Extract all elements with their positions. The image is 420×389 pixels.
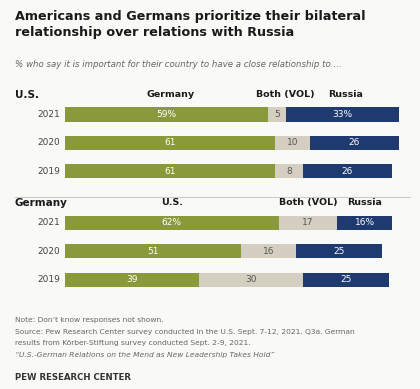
Text: Both (VOL): Both (VOL) [278, 198, 337, 207]
Bar [241, 244, 296, 258]
Text: 2019: 2019 [37, 167, 60, 176]
Text: 39: 39 [126, 275, 138, 284]
Text: Note: Don’t know responses not shown.: Note: Don’t know responses not shown. [15, 317, 163, 323]
Text: Germany: Germany [15, 198, 68, 208]
Text: 61: 61 [164, 138, 176, 147]
Bar [278, 216, 337, 230]
Bar [275, 164, 303, 179]
Text: 26: 26 [349, 138, 360, 147]
Text: 25: 25 [340, 275, 352, 284]
Text: 51: 51 [147, 247, 159, 256]
Bar [337, 216, 392, 230]
Bar [65, 216, 278, 230]
Text: 33%: 33% [332, 110, 352, 119]
Text: U.S.: U.S. [15, 89, 39, 100]
Bar [310, 136, 399, 150]
Text: 16%: 16% [354, 218, 375, 228]
Text: PEW RESEARCH CENTER: PEW RESEARCH CENTER [15, 373, 131, 382]
Text: 30: 30 [245, 275, 257, 284]
Text: 2021: 2021 [37, 110, 60, 119]
Text: % who say it is important for their country to have a close relationship to ...: % who say it is important for their coun… [15, 60, 341, 69]
Text: 17: 17 [302, 218, 314, 228]
Text: Americans and Germans prioritize their bilateral
relationship over relations wit: Americans and Germans prioritize their b… [15, 10, 365, 39]
Bar [275, 136, 310, 150]
Text: 16: 16 [262, 247, 274, 256]
Text: 2019: 2019 [37, 275, 60, 284]
Bar [268, 107, 286, 122]
Text: Russia: Russia [328, 90, 363, 99]
Text: 62%: 62% [162, 218, 182, 228]
Bar [200, 273, 303, 287]
Text: 59%: 59% [157, 110, 177, 119]
Bar [65, 136, 275, 150]
Bar [65, 164, 275, 179]
Bar [65, 244, 241, 258]
Text: 25: 25 [333, 247, 344, 256]
Bar [303, 164, 392, 179]
Text: Both (VOL): Both (VOL) [256, 90, 315, 99]
Text: results from Körber-Stiftung survey conducted Sept. 2-9, 2021.: results from Körber-Stiftung survey cond… [15, 340, 250, 346]
Bar [296, 244, 382, 258]
Text: 26: 26 [342, 167, 353, 176]
Bar [65, 273, 199, 287]
Text: 2021: 2021 [37, 218, 60, 228]
Text: 2020: 2020 [37, 247, 60, 256]
Text: Russia: Russia [347, 198, 382, 207]
Bar [286, 107, 399, 122]
Text: Source: Pew Research Center survey conducted in the U.S. Sept. 7-12, 2021. Q3a. : Source: Pew Research Center survey condu… [15, 329, 354, 335]
Bar [65, 107, 268, 122]
Text: 5: 5 [274, 110, 280, 119]
Text: U.S.: U.S. [161, 198, 183, 207]
Text: Germany: Germany [146, 90, 194, 99]
Bar [303, 273, 389, 287]
Text: “U.S.-German Relations on the Mend as New Leadership Takes Hold”: “U.S.-German Relations on the Mend as Ne… [15, 352, 274, 358]
Text: 8: 8 [286, 167, 292, 176]
Text: 61: 61 [164, 167, 176, 176]
Text: 2020: 2020 [37, 138, 60, 147]
Text: 10: 10 [287, 138, 298, 147]
